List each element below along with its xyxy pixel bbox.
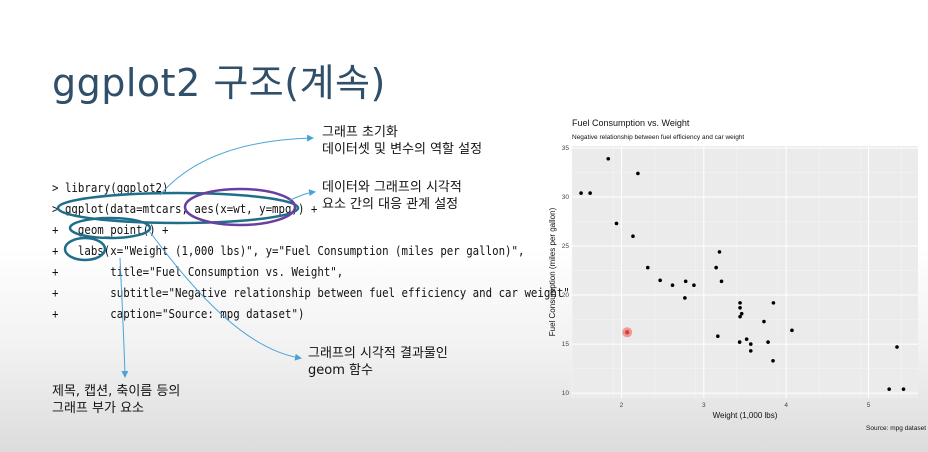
scatter-point (683, 279, 688, 284)
grid-lines (571, 146, 918, 398)
scatter-point (738, 305, 742, 310)
scatter-point (762, 319, 766, 324)
code-line-caption: + caption="Source: mpg dataset") (52, 306, 305, 321)
code-line-labs: + labs(x="Weight (1,000 lbs)", y="Fuel C… (52, 243, 525, 258)
scatter-point (683, 296, 687, 300)
note-init-line1: 그래프 초기화 (322, 125, 398, 140)
chart-caption: Source: mpg dataset (866, 425, 926, 432)
code-line-title: + title="Fuel Consumption vs. Weight", (52, 264, 344, 279)
scatter-point (631, 234, 635, 239)
scatter-point (739, 311, 744, 316)
x-tick-label: 2 (620, 402, 624, 409)
scatter-point (714, 265, 718, 270)
scatter-point (771, 358, 775, 363)
y-tick-label: 30 (562, 194, 570, 201)
arrow-to-init-note (159, 134, 314, 196)
x-tick-label: 5 (867, 402, 871, 409)
note-geom: 그래프의 시각적 결과물인 geom 함수 (308, 345, 448, 379)
scatter-point (579, 191, 583, 195)
scatter-point (895, 345, 899, 349)
scatter-point (606, 156, 611, 161)
scatter-point (692, 283, 696, 288)
code-line-ggplot: > ggplot(data=mtcars, aes(x=wt, y=mpg)) … (52, 201, 318, 216)
note-geom-line1: 그래프의 시각적 결과물인 (308, 346, 448, 361)
note-aes: 데이터와 그래프의 시각적 요소 간의 대응 관계 설정 (322, 179, 462, 213)
note-init: 그래프 초기화 데이터셋 및 변수의 역할 설정 (322, 124, 482, 158)
note-labs-line2: 그래프 부가 요소 (52, 401, 144, 416)
x-tick-label: 4 (784, 402, 788, 409)
scatter-point (636, 171, 640, 176)
scatter-point (748, 342, 753, 346)
scatter-point (738, 301, 742, 305)
note-aes-line1: 데이터와 그래프의 시각적 (322, 180, 462, 195)
scatter-point (658, 278, 662, 283)
note-init-line2: 데이터셋 및 변수의 역할 설정 (322, 142, 483, 157)
code-line-geom: + geom_point() + (52, 222, 169, 237)
y-tick-label: 20 (562, 292, 570, 299)
scatter-point (737, 340, 742, 344)
scatter-point (887, 387, 891, 391)
data-points (579, 156, 906, 391)
chart-title: Fuel Consumption vs. Weight (572, 118, 690, 128)
scatter-point (645, 265, 650, 270)
scatter-point (670, 283, 675, 288)
scatter-point (766, 340, 770, 344)
scatter-point (744, 337, 749, 341)
note-labs-line1: 제목, 캡션, 축이름 등의 (52, 384, 181, 399)
axis-ticks: 2 3 4 5 10 15 20 25 30 35 (562, 145, 871, 409)
arrow-to-aes-note (289, 189, 316, 201)
note-labs: 제목, 캡션, 축이름 등의 그래프 부가 요소 (52, 383, 180, 417)
scatter-chart: Fuel Consumption vs. Weight Negative rel… (540, 110, 928, 440)
code-line-subtitle: + subtitle="Negative relationship betwee… (52, 285, 577, 300)
y-tick-label: 35 (562, 145, 570, 152)
y-tick-label: 10 (562, 390, 570, 397)
y-tick-label: 15 (562, 341, 570, 348)
plot-panel (572, 146, 918, 398)
scatter-point (716, 334, 720, 339)
scatter-point (588, 191, 592, 195)
x-tick-label: 3 (702, 402, 706, 409)
chart-subtitle: Negative relationship between fuel effic… (572, 134, 744, 141)
scatter-point (790, 328, 794, 333)
scatter-point (901, 387, 906, 391)
y-tick-label: 25 (562, 243, 570, 250)
x-axis-label: Weight (1,000 lbs) (713, 411, 778, 420)
scatter-point (771, 301, 776, 305)
scatter-point (717, 250, 722, 254)
scatter-point (614, 221, 619, 226)
highlight-point (624, 330, 630, 335)
slide-title: ggplot2 구조(계속) (52, 61, 386, 105)
note-aes-line2: 요소 간의 대응 관계 설정 (322, 197, 459, 212)
y-axis-label: Fuel Consumption (miles per gallon) (548, 207, 557, 336)
code-line-library: > library(ggplot2) (52, 180, 169, 195)
chart-svg: Fuel Consumption vs. Weight Negative rel… (548, 118, 926, 432)
scatter-point (719, 279, 724, 284)
scatter-point (748, 349, 753, 353)
scatter-point (738, 314, 742, 319)
note-geom-line2: geom 함수 (308, 363, 373, 378)
